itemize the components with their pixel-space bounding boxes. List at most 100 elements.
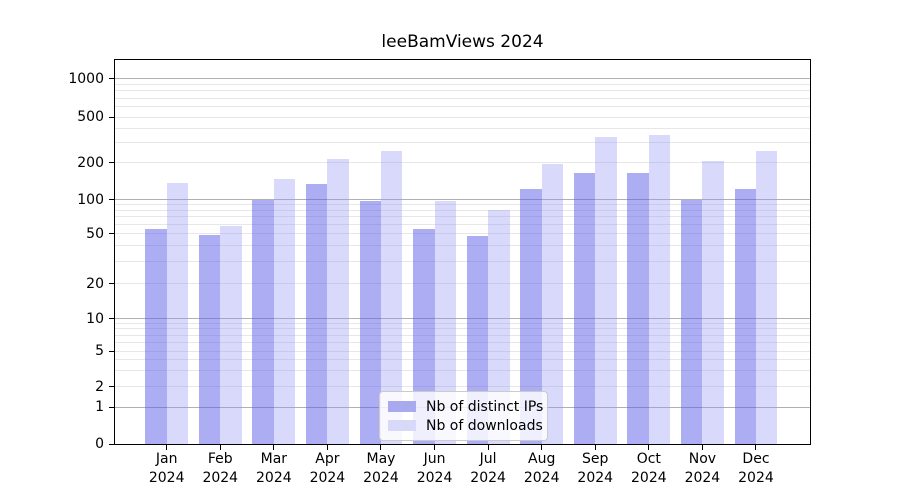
bar-downloads-may — [380, 151, 403, 444]
y-tick-200 — [109, 162, 114, 163]
y-tick-label-50: 50 — [86, 225, 104, 242]
y-tick-label-1: 1 — [95, 399, 104, 415]
y-tick-label-200: 200 — [77, 154, 104, 171]
x-tick-sep — [594, 445, 596, 450]
gridline-major-100 — [115, 199, 810, 200]
x-tick-label-feb: Feb 2024 — [202, 451, 239, 486]
x-tick-label-nov: Nov 2024 — [684, 451, 721, 486]
x-tick-label-may: May 2024 — [363, 451, 399, 486]
bar-downloads-oct — [648, 134, 671, 444]
x-tick-label-mar: Mar 2024 — [256, 451, 292, 486]
gridline-minor-20 — [115, 283, 810, 284]
x-tick-aug — [541, 445, 543, 450]
x-tick-label-dec: Dec 2024 — [738, 451, 774, 486]
x-tick-label-apr: Apr 2024 — [309, 451, 346, 486]
bar-distinct-ips-jun — [413, 228, 435, 444]
y-tick-label-500: 500 — [77, 109, 104, 125]
gridline-minor-500 — [115, 116, 810, 118]
gridline-minor-9 — [115, 322, 810, 324]
gridline-minor-50 — [115, 233, 810, 234]
bar-downloads-jan — [166, 182, 189, 444]
gridline-minor-60 — [115, 224, 810, 226]
bars-layer — [115, 60, 810, 444]
x-tick-label-jul: Jul 2024 — [470, 451, 506, 486]
legend-item-downloads: Nb of downloads — [388, 416, 543, 435]
x-tick-jan — [166, 445, 168, 450]
y-tick-label-100: 100 — [77, 191, 104, 208]
bar-downloads-feb — [220, 226, 242, 444]
chart-title: leeBamViews 2024 — [381, 32, 544, 52]
bar-distinct-ips-oct — [627, 173, 649, 444]
gridline-minor-7 — [115, 334, 810, 336]
bar-downloads-jul — [488, 210, 510, 444]
legend: Nb of distinct IPs Nb of downloads — [379, 391, 548, 441]
bar-distinct-ips-jan — [145, 228, 167, 444]
y-tick-500 — [109, 116, 114, 118]
gridline-major-10 — [115, 318, 810, 319]
x-tick-label-jan: Jan 2024 — [148, 451, 185, 486]
y-tick-label-0: 0 — [95, 436, 104, 452]
gridline-minor-70 — [115, 216, 810, 218]
x-tick-oct — [648, 445, 650, 450]
y-tick-1000 — [109, 78, 114, 79]
gridline-major-1000 — [115, 78, 810, 79]
y-tick-10 — [109, 318, 114, 319]
gridlines-layer — [115, 60, 810, 444]
y-tick-label-5: 5 — [95, 343, 104, 359]
legend-label-distinct-ips: Nb of distinct IPs — [426, 398, 544, 415]
gridline-minor-4 — [115, 359, 810, 361]
gridline-minor-300 — [115, 141, 810, 143]
gridline-minor-200 — [115, 162, 810, 163]
gridline-minor-600 — [115, 106, 810, 108]
bar-distinct-ips-mar — [252, 199, 274, 444]
x-tick-may — [380, 445, 382, 450]
legend-item-distinct-ips: Nb of distinct IPs — [388, 397, 543, 416]
y-tick-50 — [109, 233, 114, 234]
y-tick-label-1000: 1000 — [68, 70, 104, 87]
bar-downloads-dec — [755, 151, 778, 444]
legend-label-downloads: Nb of downloads — [426, 417, 543, 434]
gridline-minor-40 — [115, 245, 810, 247]
bar-distinct-ips-aug — [520, 188, 542, 444]
plot-area: Nb of distinct IPs Nb of downloads — [114, 59, 811, 445]
gridline-minor-700 — [115, 97, 810, 99]
gridline-minor-8 — [115, 328, 810, 330]
gridline-minor-400 — [115, 127, 810, 129]
bar-distinct-ips-apr — [306, 184, 328, 444]
bar-distinct-ips-nov — [681, 199, 703, 444]
gridline-minor-800 — [115, 90, 810, 92]
x-tick-apr — [326, 445, 328, 450]
y-tick-label-2: 2 — [95, 378, 104, 395]
x-tick-mar — [273, 445, 275, 450]
y-tick-1 — [109, 406, 114, 408]
bar-downloads-sep — [595, 136, 617, 444]
x-tick-label-jun: Jun 2024 — [416, 451, 453, 486]
gridline-minor-90 — [115, 204, 810, 206]
x-tick-label-sep: Sep 2024 — [577, 451, 614, 486]
x-tick-feb — [219, 445, 221, 450]
bar-distinct-ips-may — [359, 200, 381, 444]
bar-downloads-mar — [273, 178, 296, 444]
bar-distinct-ips-sep — [573, 172, 596, 444]
gridline-minor-3 — [115, 370, 810, 372]
x-tick-label-oct: Oct 2024 — [631, 451, 667, 486]
x-tick-jul — [487, 445, 489, 450]
gridline-minor-5 — [115, 350, 810, 352]
gridline-minor-80 — [115, 209, 810, 211]
y-tick-5 — [109, 350, 114, 352]
y-tick-0 — [109, 443, 114, 445]
legend-swatch-distinct-ips — [388, 401, 416, 412]
y-tick-label-10: 10 — [86, 310, 104, 327]
gridline-minor-2 — [115, 386, 810, 387]
gridline-minor-900 — [115, 83, 810, 85]
x-tick-nov — [701, 445, 703, 450]
bar-downloads-aug — [541, 164, 564, 444]
legend-swatch-downloads — [388, 420, 416, 431]
gridline-minor-30 — [115, 260, 810, 262]
bar-distinct-ips-dec — [734, 189, 756, 444]
y-tick-2 — [109, 386, 114, 387]
y-tick-100 — [109, 199, 114, 200]
x-tick-dec — [755, 445, 757, 450]
y-tick-20 — [109, 283, 114, 284]
